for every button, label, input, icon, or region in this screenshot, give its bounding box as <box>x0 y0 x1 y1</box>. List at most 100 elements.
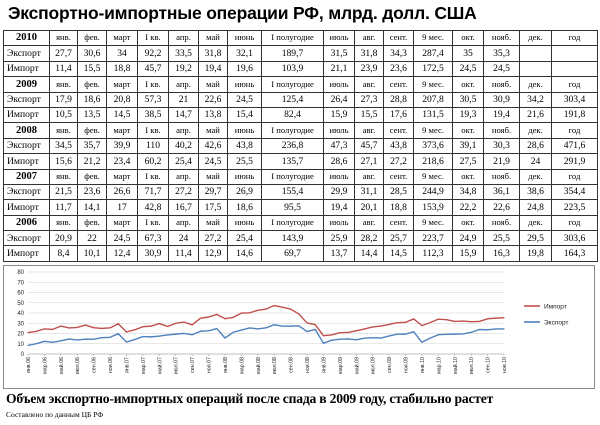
data-point <box>216 313 218 316</box>
data-point <box>331 334 333 336</box>
column-header: фев. <box>77 214 107 232</box>
table-cell: 21,5 <box>49 183 78 201</box>
data-point <box>248 327 251 329</box>
table-cell: 24 <box>519 153 552 170</box>
data-point <box>207 330 210 332</box>
data-point <box>150 325 152 327</box>
column-header: дек. <box>519 29 552 47</box>
x-tick-label: янв.10 <box>420 357 426 373</box>
year-label: 2010 <box>3 29 50 47</box>
chart-grid <box>28 271 504 355</box>
table-cell: 15,5 <box>77 60 107 78</box>
data-point <box>150 336 152 338</box>
data-point <box>413 318 415 320</box>
y-tick-label: 50 <box>17 301 24 307</box>
table-cell: 14,4 <box>354 245 384 262</box>
column-header: нояб. <box>483 29 520 47</box>
x-tick-label: июл.10 <box>469 357 475 374</box>
column-header: июль <box>323 29 355 47</box>
column-header: I кв. <box>137 76 169 93</box>
data-point <box>265 308 267 310</box>
table-cell: 25,4 <box>227 230 262 247</box>
x-tick-label: май.07 <box>156 357 163 374</box>
column-header: март <box>106 214 138 232</box>
data-point <box>191 334 193 336</box>
x-tick-label: мар.09 <box>338 357 344 374</box>
table-cell: 27,2 <box>198 230 228 247</box>
data-point <box>355 339 357 341</box>
table-cell: 36,1 <box>483 183 520 201</box>
table-cell: 24,5 <box>227 91 262 108</box>
table-cell <box>551 45 598 62</box>
table-cell: 14,1 <box>77 199 107 216</box>
table-cell: 13,8 <box>198 106 228 124</box>
table-cell: 27,3 <box>354 91 384 108</box>
column-header: фев. <box>77 122 107 139</box>
row-label: Импорт <box>3 199 50 216</box>
table-cell: 95,5 <box>261 199 324 216</box>
data-point <box>76 339 78 341</box>
table-cell: 21 <box>168 91 199 108</box>
column-header: июль <box>323 122 355 139</box>
column-header: 9 мес. <box>413 168 453 185</box>
column-header: янв. <box>49 168 78 185</box>
column-header: июнь <box>227 168 262 185</box>
table-cell: 42,8 <box>137 199 169 216</box>
column-header: июнь <box>227 76 262 93</box>
table-cell: 13,5 <box>77 106 107 124</box>
data-point <box>134 338 136 341</box>
table-cell: 21,1 <box>323 60 355 78</box>
series-export <box>27 323 505 347</box>
table-cell: 38,5 <box>137 106 169 124</box>
table-cell: 15,5 <box>354 106 384 124</box>
data-point <box>216 327 218 330</box>
table-cell: 27,2 <box>168 183 199 201</box>
data-point <box>183 321 185 323</box>
data-point <box>454 320 456 323</box>
data-point <box>429 322 431 324</box>
row-label: Импорт <box>3 245 50 262</box>
table-cell: 291,9 <box>551 153 598 170</box>
data-point <box>199 330 201 332</box>
data-point <box>404 333 407 335</box>
table-cell: 10,1 <box>77 245 107 262</box>
column-header: июнь <box>227 122 262 139</box>
y-tick-label: 60 <box>17 291 24 297</box>
data-point <box>224 318 226 320</box>
column-header: дек. <box>519 168 552 185</box>
data-point <box>404 321 407 323</box>
table-cell: 67,3 <box>137 230 169 247</box>
data-point <box>437 334 439 336</box>
column-header: сент. <box>383 214 414 232</box>
table-cell <box>519 60 552 78</box>
data-point <box>175 333 177 335</box>
data-point <box>60 325 62 327</box>
column-header: I полугодие <box>261 168 324 185</box>
data-point <box>421 341 423 343</box>
table-cell: 60,2 <box>137 153 169 170</box>
x-tick-label: ноя.09 <box>404 357 410 373</box>
table-cell: 223,5 <box>551 199 598 216</box>
data-point <box>158 322 160 325</box>
table-cell: 20,1 <box>354 199 384 216</box>
table-cell: 112,3 <box>413 245 453 262</box>
series-import <box>27 304 505 337</box>
data-point <box>134 329 136 331</box>
table-cell: 28,6 <box>323 153 355 170</box>
table-cell: 24,5 <box>106 230 138 247</box>
column-header: фев. <box>77 76 107 93</box>
page-title: Экспортно-импортные операции РФ, млрд. д… <box>8 3 477 23</box>
data-point <box>331 339 333 341</box>
year-label: 2007 <box>3 168 50 185</box>
row-label: Экспорт <box>3 91 50 108</box>
table-cell: 287,4 <box>413 45 453 62</box>
column-header: 9 мес. <box>413 29 453 47</box>
data-point <box>298 313 300 315</box>
data-point <box>27 331 29 334</box>
table-cell: 17,5 <box>198 199 228 216</box>
table-cell: 26,9 <box>227 183 262 201</box>
x-tick-label: май.08 <box>255 357 262 374</box>
x-tick-label: июл.08 <box>272 357 278 374</box>
table-cell: 17,6 <box>383 106 414 124</box>
column-header: апр. <box>168 122 199 139</box>
